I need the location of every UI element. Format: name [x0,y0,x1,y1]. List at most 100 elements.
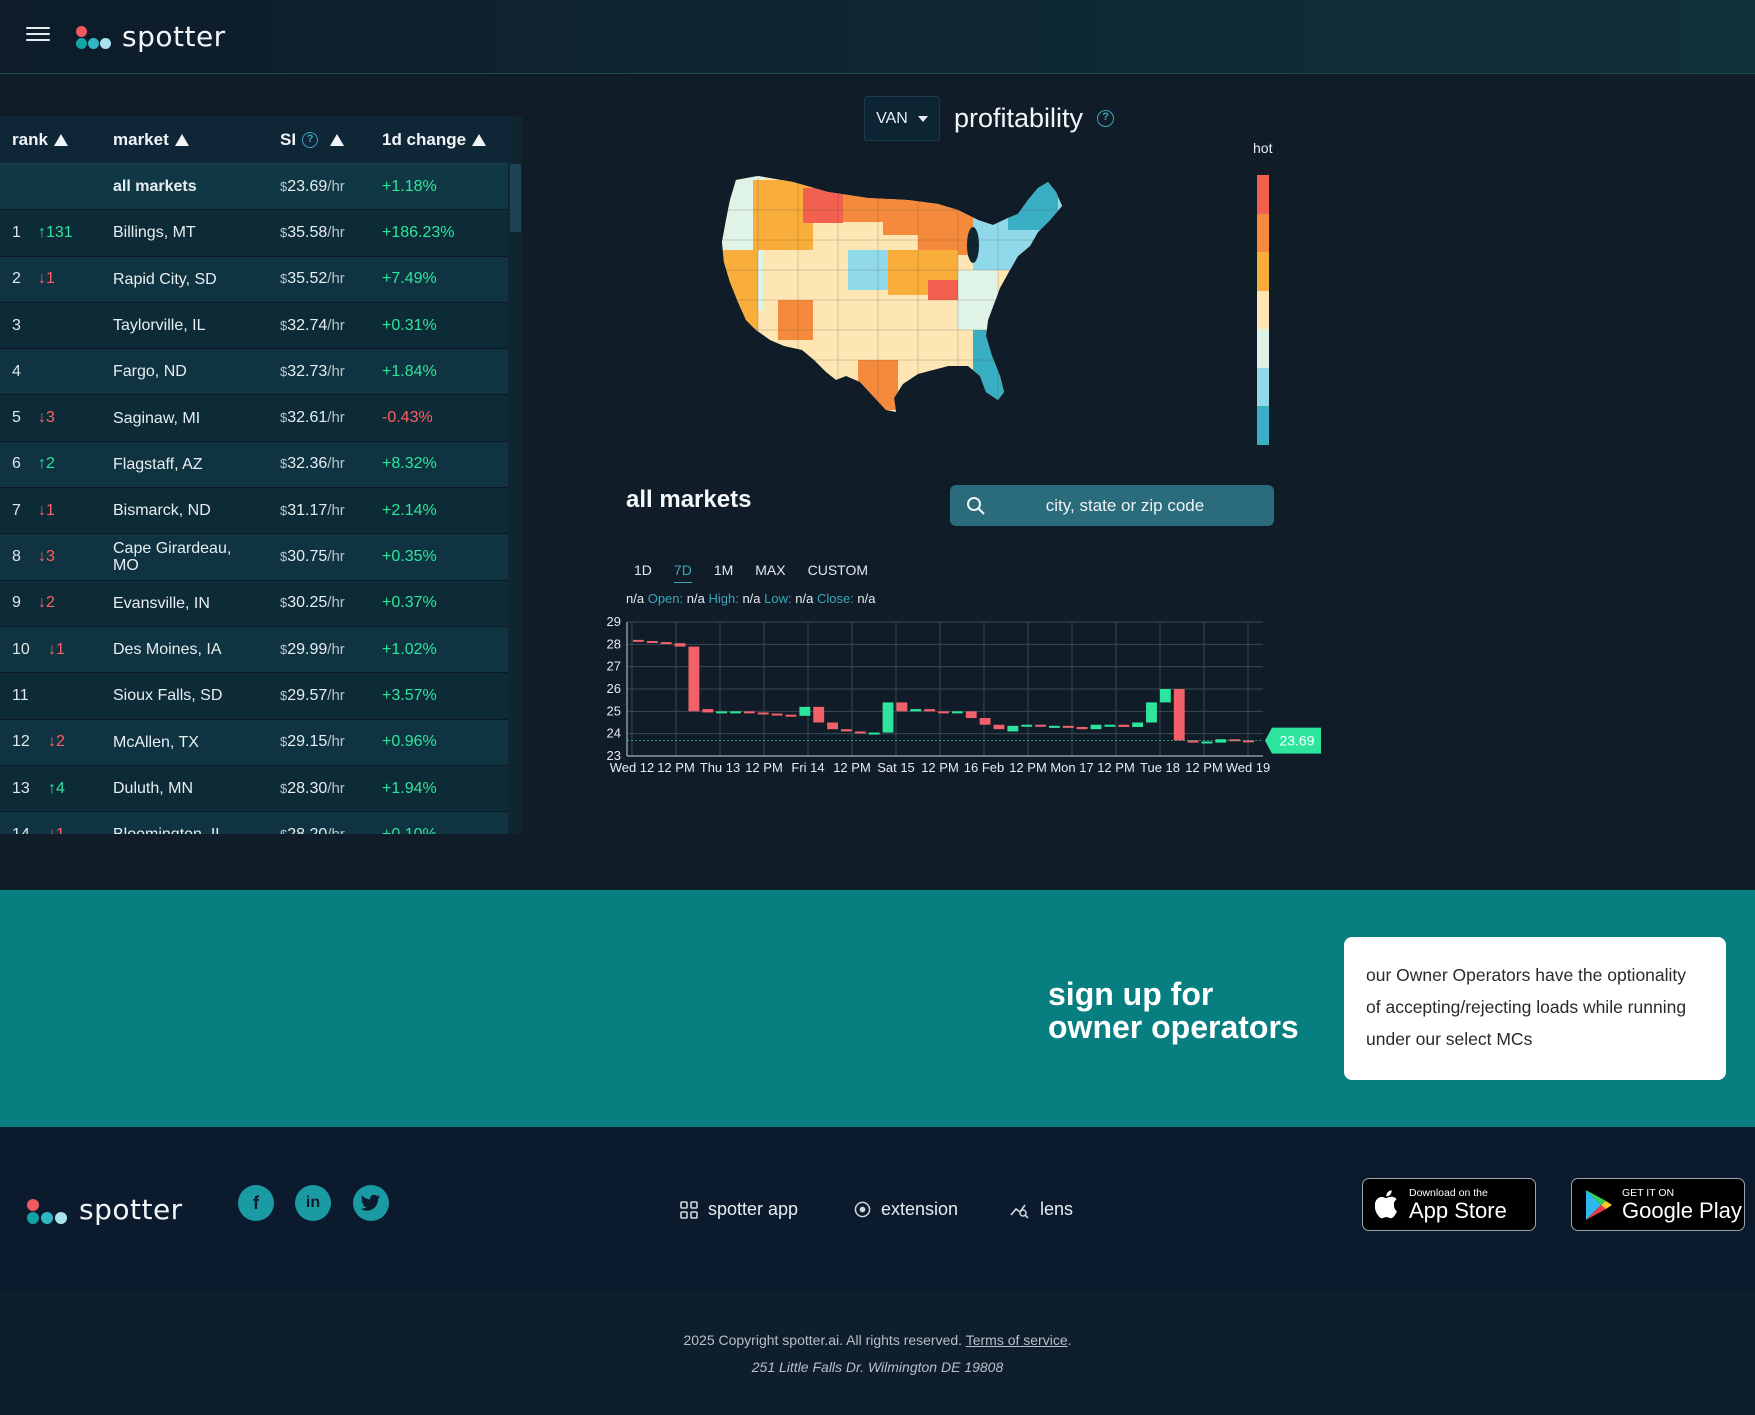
terms-of-service-link[interactable]: Terms of service [965,1332,1068,1348]
apple-icon [1375,1189,1397,1218]
ohlc-readout: n/a Open: n/a High: n/a Low: n/a Close: … [626,591,876,606]
help-icon[interactable]: ? [1097,110,1115,127]
range-tab-1m[interactable]: 1M [713,562,734,578]
candle [730,711,741,714]
market-name: all markets [113,178,197,196]
appstore-big-text: App Store [1409,1197,1507,1223]
candle [1201,741,1213,744]
rank-value: 6 [12,455,21,473]
rank-change-value: ↓2 [48,733,65,751]
candle [1090,724,1102,730]
col-change-label: 1d change [382,129,467,149]
table-row-all-markets[interactable]: all markets $23.69/hr +1.18% [0,164,508,211]
y-tick-label: 26 [607,681,621,696]
google-play-icon [1586,1189,1612,1220]
range-tab-max[interactable]: MAX [755,562,786,578]
equipment-select[interactable]: VAN [864,96,940,141]
table-row[interactable]: 2 ↓1 Rapid City, SD $35.52/hr +7.49% [0,256,508,303]
range-tab-1d[interactable]: 1D [634,562,652,578]
google-play-badge[interactable]: GET IT ON Google Play [1571,1178,1745,1231]
candle [951,711,963,714]
table-row[interactable]: 1 ↑131 Billings, MT $35.58/hr +186.23% [0,210,508,257]
x-tick-label: 16 Feb [964,760,1004,775]
us-profitability-map[interactable] [718,170,1103,415]
appstore-small-text: Download on the [1409,1186,1488,1199]
table-row[interactable]: 9 ↓2 Evansville, IN $30.25/hr +0.37% [0,580,508,627]
sort-si[interactable]: SI? [280,129,345,150]
linkedin-icon[interactable]: in [295,1185,331,1221]
market-name: Flagstaff, AZ [113,455,203,473]
change-value: +0.31% [382,316,437,334]
market-name: Taylorville, IL [113,317,206,335]
change-value: +1.18% [382,177,437,195]
table-row[interactable]: 12 ↓2 McAllen, TX $29.15/hr +0.96% [0,719,508,766]
table-row[interactable]: 5 ↓3 Saginaw, MI $32.61/hr -0.43% [0,395,508,442]
si-value: $29.57/hr [280,686,345,704]
logo-dots-icon [27,1195,69,1225]
market-name: Bloomington, IL [113,826,253,834]
legend-swatch [1257,367,1269,407]
rank-value: 13 [12,779,30,797]
table-row[interactable]: 13 ↑4 Duluth, MN $28.30/hr +1.94% [0,765,508,813]
table-scrollbar-thumb[interactable] [510,164,521,232]
market-name: Sioux Falls, SD [113,687,223,705]
candle [1049,725,1060,728]
x-tick-label: Sat 15 [877,760,915,775]
col-si-label: SI [280,129,297,149]
x-tick-label: Tue 18 [1140,760,1180,775]
table-row[interactable]: 11 Sioux Falls, SD $29.57/hr +3.57% [0,673,508,720]
range-tab-custom[interactable]: CUSTOM [807,562,869,578]
si-value: $35.52/hr [280,270,345,288]
signup-title[interactable]: sign up for owner operators [1048,976,1299,1045]
rank-value: 3 [12,316,21,334]
map-title-area: VAN profitability ? [864,96,1115,141]
range-tab-7d[interactable]: 7D [673,562,692,583]
market-name: Des Moines, IA [113,641,222,659]
search-input[interactable] [950,495,1274,516]
candle [993,724,1005,730]
time-range-tabs: 1D 7D 1M MAX CUSTOM [634,562,890,583]
candle [1132,722,1144,727]
table-row[interactable]: 10 ↓1 Des Moines, IA $29.99/hr +1.02% [0,626,508,674]
si-value: $32.73/hr [280,362,345,380]
app-store-badge[interactable]: Download on the App Store [1362,1178,1536,1231]
twitter-icon[interactable] [353,1185,389,1221]
candle [660,642,672,645]
sort-rank[interactable]: rank [12,130,68,150]
table-scrollbar[interactable] [508,116,522,834]
footer-link-spotter-app[interactable]: spotter app [680,1199,798,1220]
market-name: Saginaw, MI [113,409,201,427]
hamburger-menu-icon[interactable] [26,27,50,45]
footer-brand-logo[interactable]: spotter [27,1193,183,1226]
table-row[interactable]: 14 ↓1 Bloomington, IL $28.20/hr +0.10% [0,812,508,834]
facebook-icon[interactable]: f [238,1185,274,1221]
sort-asc-icon [53,133,68,146]
x-tick-label: 12 PM [1097,760,1135,775]
address-text: 251 Little Falls Dr. Wilmington DE 19808 [751,1359,1004,1375]
last-value-tag [1265,727,1321,754]
sort-asc-icon [472,133,487,146]
si-value: $35.58/hr [280,223,345,241]
table-row[interactable]: 4 Fargo, ND $32.73/hr +1.84% [0,349,508,396]
market-search[interactable] [950,485,1274,526]
legend-swatch [1257,406,1269,446]
table-row[interactable]: 3 Taylorville, IL $32.74/hr +0.31% [0,302,508,350]
table-row[interactable]: 8 ↓3 Cape Girardeau, MO $30.75/hr +0.35% [0,534,508,581]
candle [688,646,700,712]
x-tick-label: Fri 14 [791,760,824,775]
table-row[interactable]: 6 ↑2 Flagstaff, AZ $32.36/hr +8.32% [0,441,508,489]
table-row[interactable]: 7 ↓1 Bismarck, ND $31.17/hr +2.14% [0,488,508,535]
brand-logo[interactable]: spotter [76,20,226,53]
y-tick-label: 29 [607,614,621,629]
help-icon[interactable]: ? [302,131,319,148]
candle [702,709,714,713]
sort-change[interactable]: 1d change [382,129,487,150]
sort-market[interactable]: market [113,130,189,150]
footer-link-lens[interactable]: lens [1010,1199,1073,1220]
candle [743,711,755,714]
candle [1173,689,1185,741]
lens-analytics-icon [1010,1204,1029,1219]
footer-link-extension[interactable]: extension [854,1199,958,1220]
selected-market-title: all markets [626,486,752,513]
